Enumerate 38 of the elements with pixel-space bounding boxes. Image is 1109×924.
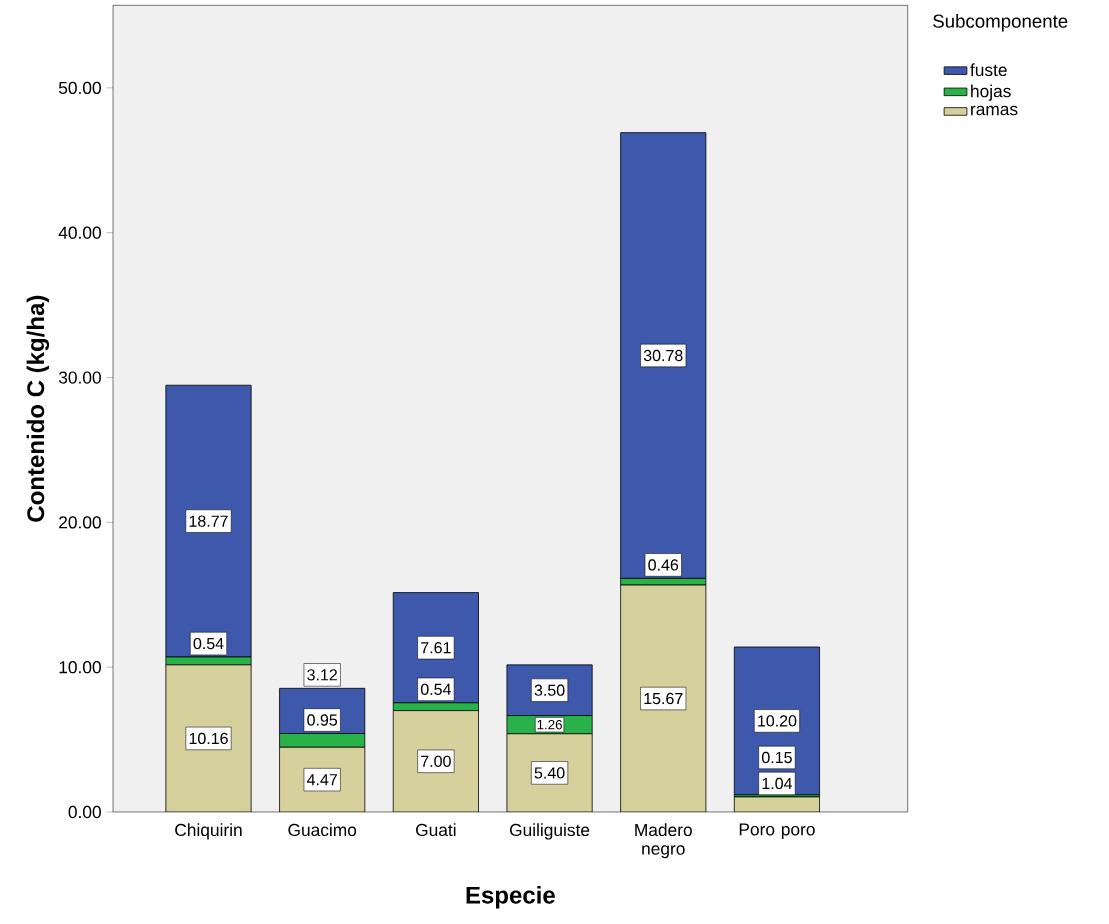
x-tick-label: Guiliguiste: [509, 823, 590, 840]
x-tick-label: Madero negro: [635, 823, 692, 859]
data-label: 3.50: [534, 684, 565, 696]
data-label: 0.54: [420, 683, 451, 695]
data-label: 0.15: [762, 751, 792, 764]
x-axis-title: Especie: [466, 886, 555, 909]
data-label: 30.78: [643, 349, 683, 362]
data-label: 7.00: [421, 755, 451, 767]
bar: [620, 585, 706, 812]
x-tick-label: Guati: [416, 823, 456, 837]
data-label: 0.95: [307, 714, 338, 726]
data-label: 10.20: [758, 715, 797, 727]
x-tick-label: Chiquirin: [175, 823, 242, 840]
data-label: 0.46: [648, 559, 679, 571]
bar: [165, 664, 252, 812]
data-label: 7.61: [421, 642, 451, 654]
data-label: 10.16: [189, 732, 228, 745]
legend-title: Subcomponente: [933, 14, 1068, 32]
data-label: 1.26: [537, 719, 562, 730]
y-tick-label: 50.00: [58, 81, 101, 95]
data-label: 0.54: [193, 637, 224, 650]
x-tick-label: Guacimo: [288, 823, 357, 837]
y-axis-title: Contenido C (kg/ha): [26, 295, 50, 522]
data-label: 1.04: [762, 777, 793, 790]
legend-label: ramas: [971, 105, 1018, 116]
y-tick-label: 20.00: [59, 516, 101, 529]
legend-label: fuste: [970, 63, 1007, 77]
y-tick-label: 40.00: [58, 226, 101, 239]
x-tick-label: Poro poro: [739, 823, 815, 839]
data-label: 5.40: [534, 767, 565, 779]
data-label: 18.77: [189, 515, 228, 527]
data-label: 3.12: [307, 669, 337, 681]
y-tick-label: 30.00: [58, 371, 101, 384]
y-tick-label: 0.00: [68, 805, 101, 819]
legend-label: hojas: [971, 84, 1011, 101]
y-tick-label: 10.00: [59, 661, 101, 674]
data-label: 15.67: [644, 692, 683, 705]
data-label: 4.47: [306, 774, 337, 786]
